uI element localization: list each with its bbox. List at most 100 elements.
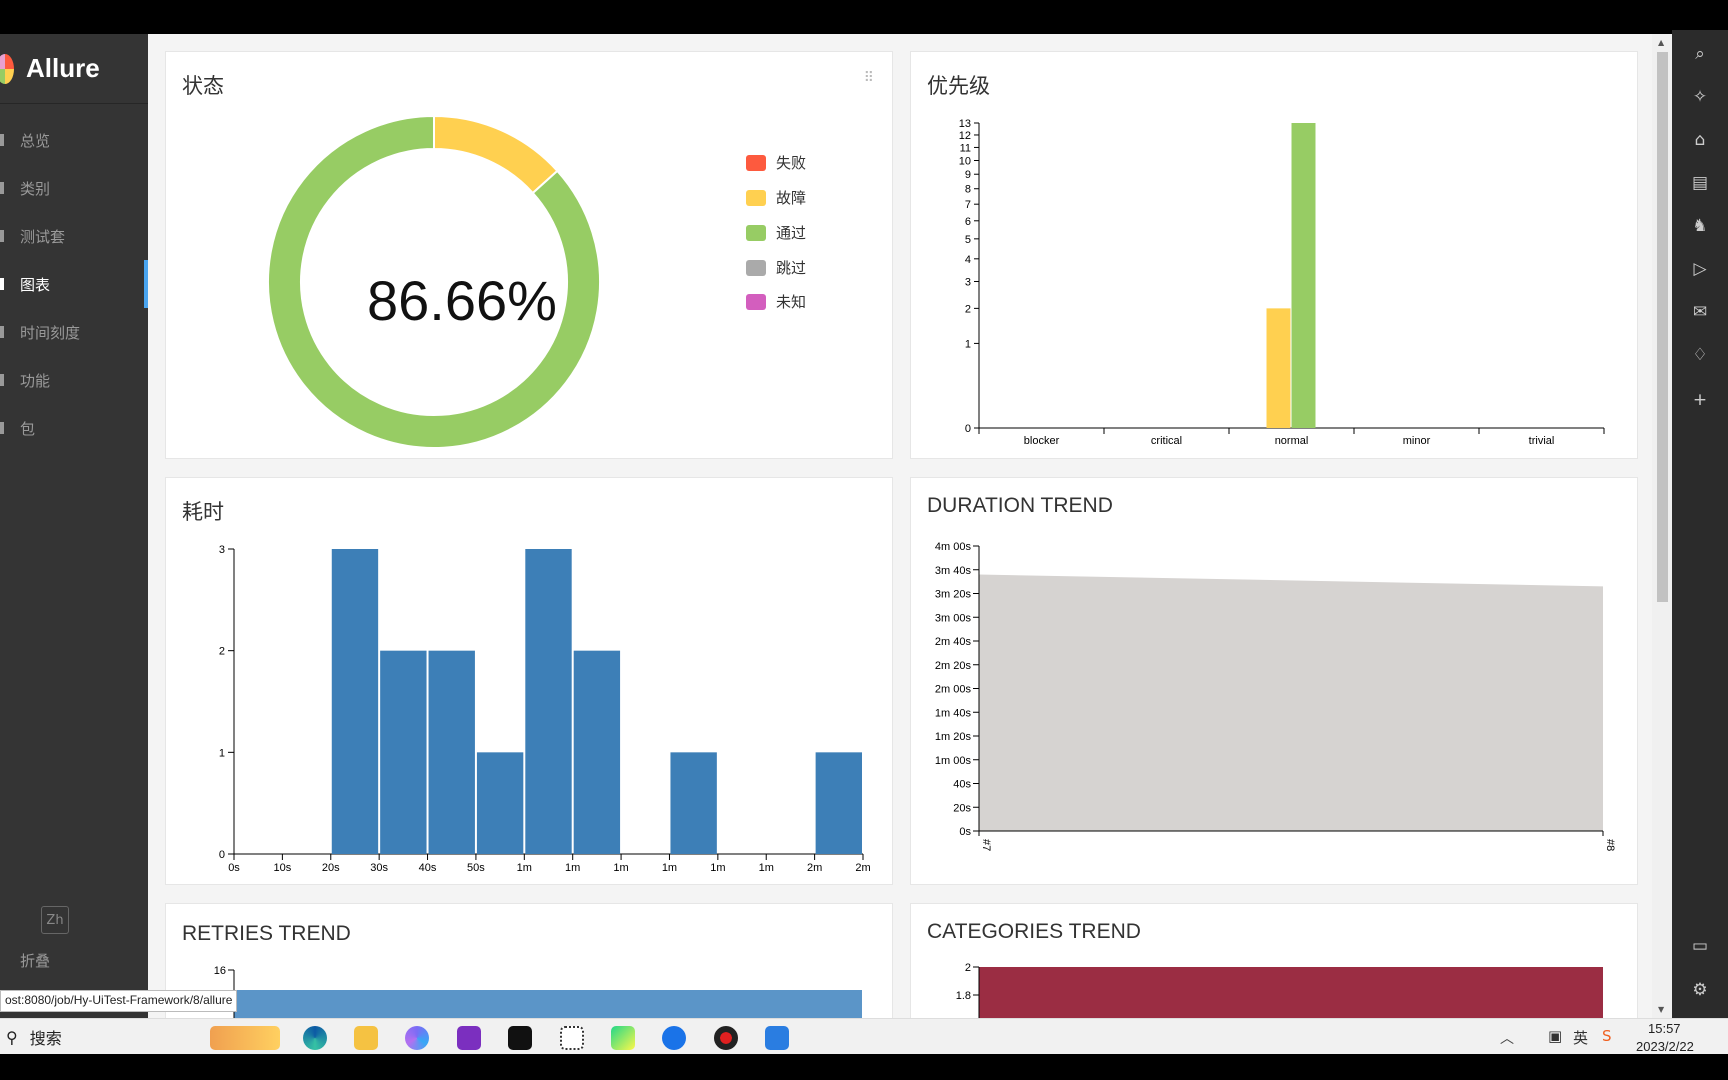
- sogou-icon[interactable]: S: [1602, 1027, 1612, 1045]
- y-tick-label: 8: [965, 184, 971, 196]
- legend-item-skipped[interactable]: 跳过: [746, 257, 806, 278]
- legend-item-passed[interactable]: 通过: [746, 222, 806, 243]
- clock-icon: [0, 326, 4, 338]
- sidebar-item-suites[interactable]: 测试套: [0, 212, 148, 260]
- x-tick-label: 30s: [370, 862, 388, 874]
- search-icon[interactable]: ⌕: [1695, 44, 1705, 64]
- record-icon[interactable]: [714, 1026, 738, 1050]
- maps-icon[interactable]: [662, 1026, 686, 1050]
- y-tick-label: 1m 40s: [935, 707, 972, 719]
- gear-icon[interactable]: ⚙: [1692, 980, 1708, 1000]
- terminal-icon[interactable]: [508, 1026, 532, 1050]
- y-tick-label: 1: [965, 338, 971, 350]
- outlook-icon[interactable]: ✉: [1692, 302, 1708, 322]
- sidebar-nav: 总览 类别 测试套 图表 时间刻度 功能 包: [0, 116, 148, 452]
- taskbar-search-label: 搜索: [29, 1029, 62, 1048]
- card-title: CATEGORIES TREND: [927, 920, 1141, 943]
- card-title: DURATION TREND: [927, 494, 1113, 517]
- language-button[interactable]: Zh: [41, 906, 69, 934]
- sparkle-icon[interactable]: ✧: [1692, 87, 1708, 107]
- sidebar-item-label: 功能: [20, 371, 51, 390]
- y-tick-label: 6: [965, 216, 971, 228]
- tree-icon: [0, 422, 4, 434]
- legend-swatch: [746, 189, 766, 206]
- x-tick-label: 1m: [613, 862, 628, 874]
- onenote-icon[interactable]: [457, 1026, 481, 1050]
- y-tick-label: 1.8: [956, 990, 971, 1002]
- chess-icon[interactable]: ♞: [1692, 216, 1708, 236]
- area-series: [234, 990, 862, 1018]
- legend-label: 故障: [776, 189, 807, 207]
- feishu-icon[interactable]: [765, 1026, 789, 1050]
- legend-item-failed[interactable]: 失败: [746, 152, 806, 173]
- card-title: 耗时: [182, 501, 224, 524]
- ime-indicator[interactable]: 英: [1573, 1029, 1589, 1047]
- sidebar-item-timeline[interactable]: 时间刻度: [0, 308, 148, 356]
- briefcase-icon[interactable]: ▤: [1691, 173, 1709, 193]
- sidebar-item-categories[interactable]: 类别: [0, 164, 148, 212]
- y-tick-label: 1m 00s: [935, 755, 972, 767]
- y-tick-label: 5: [965, 234, 971, 246]
- vertical-scrollbar[interactable]: ▲ ▼: [1652, 34, 1672, 1018]
- y-tick-label: 13: [959, 118, 971, 130]
- network-icon[interactable]: ▣: [1548, 1027, 1563, 1045]
- legend-item-unknown[interactable]: 未知: [746, 291, 806, 312]
- y-tick-label: 2: [965, 303, 971, 315]
- taskbar: ⚲ 搜索 ︿ ▣ 英 S 15:57 2023/2/22: [0, 1018, 1728, 1054]
- x-tick-label: normal: [1275, 435, 1309, 447]
- x-tick-label: 1m: [517, 862, 532, 874]
- bar: [428, 650, 475, 854]
- clock-date[interactable]: 2023/2/22: [1636, 1039, 1694, 1054]
- widgets-icon[interactable]: [210, 1026, 280, 1050]
- x-tick-label: trivial: [1529, 435, 1555, 447]
- pie-slice: [267, 114, 601, 449]
- x-tick-label: #7: [980, 839, 992, 851]
- sidebar-item-graphs[interactable]: 图表: [0, 260, 148, 308]
- y-tick-label: 3m 00s: [935, 612, 972, 624]
- tag-icon[interactable]: ⌂: [1694, 130, 1706, 150]
- y-tick-label: 40s: [953, 779, 971, 791]
- y-tick-label: 2m 20s: [935, 660, 972, 672]
- sidebar-item-overview[interactable]: 总览: [0, 116, 148, 164]
- bar: [573, 650, 621, 854]
- retries-trend-card: RETRIES TREND 16: [165, 903, 893, 1018]
- taskbar-search[interactable]: ⚲ 搜索: [6, 1025, 62, 1049]
- add-icon[interactable]: +: [1692, 390, 1708, 410]
- bar: [331, 549, 379, 854]
- categories-trend-card: CATEGORIES TREND 2 1.8: [910, 903, 1638, 1018]
- scroll-thumb[interactable]: [1657, 52, 1668, 602]
- brand[interactable]: Allure: [0, 34, 148, 104]
- drag-handle-icon[interactable]: ⠿: [863, 70, 874, 86]
- clock-time[interactable]: 15:57: [1648, 1021, 1681, 1036]
- bar: [670, 752, 717, 854]
- collapse-button[interactable]: 折叠: [20, 952, 51, 970]
- copilot-icon[interactable]: [405, 1026, 429, 1050]
- x-tick-label: #8: [1604, 839, 1616, 851]
- tray-chevron-up-icon[interactable]: ︿: [1500, 1031, 1514, 1047]
- file-explorer-icon[interactable]: [354, 1026, 378, 1050]
- edge-icon[interactable]: [303, 1026, 327, 1050]
- scroll-up-icon[interactable]: ▲: [1658, 38, 1665, 47]
- x-tick-label: 0s: [228, 862, 240, 874]
- pycharm-icon[interactable]: [611, 1026, 635, 1050]
- play-icon[interactable]: ▷: [1693, 259, 1707, 279]
- y-tick-label: 10: [959, 155, 971, 167]
- bell-icon[interactable]: ♢: [1692, 345, 1708, 365]
- scroll-down-icon[interactable]: ▼: [1658, 1005, 1665, 1014]
- y-tick-label: 2: [219, 646, 225, 658]
- y-tick-label: 0s: [959, 826, 971, 838]
- legend-item-broken[interactable]: 故障: [746, 187, 806, 208]
- sidebar-toggle-icon[interactable]: ▭: [1691, 936, 1709, 956]
- legend-label: 未知: [776, 293, 807, 311]
- app-icon[interactable]: [560, 1026, 584, 1050]
- y-tick-label: 2: [965, 962, 971, 974]
- x-tick-label: 1m: [710, 862, 725, 874]
- sidebar-item-label: 时间刻度: [20, 323, 81, 342]
- list-icon: [0, 374, 4, 386]
- bar: [476, 752, 524, 854]
- home-icon: [0, 134, 4, 146]
- sidebar-item-behaviors[interactable]: 功能: [0, 356, 148, 404]
- sidebar-item-packages[interactable]: 包: [0, 404, 148, 452]
- status-percent: 86.66%: [367, 269, 557, 332]
